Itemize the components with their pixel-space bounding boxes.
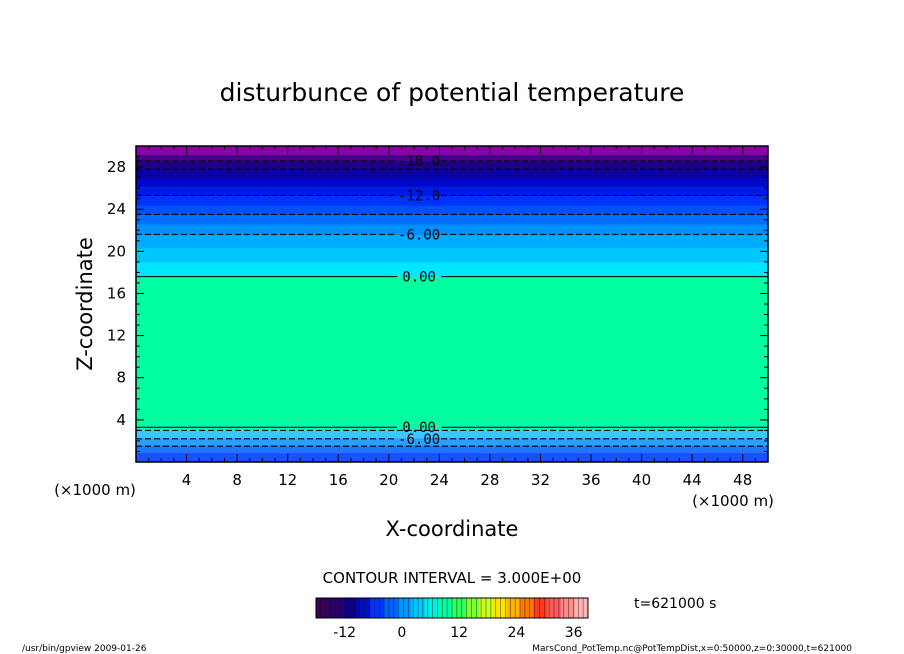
field-band-7	[136, 247, 768, 263]
field-band-15	[136, 169, 768, 179]
y-tick-label-24: 24	[107, 200, 126, 218]
time-label: t=621000 s	[634, 596, 716, 612]
field-band-3	[136, 430, 768, 439]
x-tick-label-16: 16	[329, 471, 348, 489]
y-tick-label-4: 4	[116, 411, 126, 429]
field-band-4	[136, 426, 768, 431]
contour-label-0: -18.0	[398, 154, 440, 170]
x-tick-label-12: 12	[278, 471, 297, 489]
field-band-16	[136, 160, 768, 170]
field-band-5	[136, 276, 768, 427]
x-axis-ticks: 4 8 12 16 20 24 28 32 36 40 44 48	[148, 146, 756, 489]
colorbar-segment-11	[465, 598, 480, 618]
colorbar-ticks: -12 0 12 24 36	[333, 625, 582, 641]
colorbar-segment-15	[520, 598, 534, 618]
x-tick-label-32: 32	[531, 471, 550, 489]
x-tick-label-40: 40	[632, 471, 651, 489]
colorbar-segment-5	[384, 598, 398, 618]
colorbar-segment-18	[560, 598, 575, 618]
field-band-9	[136, 223, 768, 236]
contour-lines	[136, 160, 768, 447]
field-band-1	[136, 445, 768, 454]
temperature-field	[136, 146, 768, 462]
footer-right: MarsCond_PotTemp.nc@PotTempDist,x=0:5000…	[532, 644, 852, 654]
colorbar-segment-8	[424, 598, 439, 618]
colorbar-tick-label-24: 24	[508, 625, 526, 641]
y-tick-label-20: 20	[107, 242, 126, 260]
y-tick-label-8: 8	[116, 369, 126, 387]
contour-label-4: -6.00	[398, 227, 440, 243]
colorbar-segment-6	[397, 598, 412, 618]
x-axis-unit-right: (×1000 m)	[692, 492, 774, 510]
contour-labels: -18.0-12.0-6.000.000.00-6.00	[398, 154, 440, 448]
field-band-8	[136, 234, 768, 248]
colorbar-segment-4	[370, 598, 385, 618]
footer-left: /usr/bin/gpview 2009-01-26	[22, 644, 147, 654]
x-tick-label-8: 8	[232, 471, 242, 489]
field-band-17	[136, 154, 768, 162]
field-band-11	[136, 204, 768, 216]
y-tick-label-16: 16	[107, 284, 126, 302]
chart-title: disturbunce of potential temperature	[220, 78, 685, 107]
field-band-18	[136, 146, 768, 156]
contour-interval-text: CONTOUR INTERVAL = 3.000E+00	[323, 569, 582, 587]
colorbar-tick-label-36: 36	[565, 625, 583, 641]
x-axis-unit-left: (×1000 m)	[54, 481, 136, 499]
x-tick-label-44: 44	[683, 471, 702, 489]
colorbar-frame	[315, 597, 589, 619]
colorbar-tick-label-12: 12	[450, 625, 468, 641]
y-axis-label: Z-coordinate	[73, 237, 97, 371]
x-tick-label-28: 28	[480, 471, 499, 489]
contour-label-8: -6.00	[398, 432, 440, 448]
colorbar-segment-3	[356, 598, 371, 618]
x-axis-label: X-coordinate	[386, 517, 519, 541]
colorbar-segment-10	[452, 598, 466, 618]
y-tick-label-12: 12	[107, 327, 126, 345]
field-band-13	[136, 186, 768, 197]
field-band-12	[136, 195, 768, 206]
colorbar-tick-label--12: -12	[333, 625, 356, 641]
colorbar-segment-16	[533, 598, 548, 618]
colorbar-segment-13	[492, 598, 507, 618]
x-tick-label-24: 24	[430, 471, 449, 489]
contour-label-5: 0.00	[402, 270, 436, 286]
x-tick-label-48: 48	[733, 471, 752, 489]
x-tick-label-36: 36	[581, 471, 600, 489]
x-tick-label-4: 4	[182, 471, 192, 489]
field-band-10	[136, 214, 768, 225]
x-tick-label-20: 20	[379, 471, 398, 489]
colorbar-segment-14	[506, 598, 521, 618]
y-axis-ticks: 4 8 12 16 20 24 28	[107, 156, 768, 452]
field-band-2	[136, 437, 768, 446]
field-band-14	[136, 177, 768, 187]
field-band-0	[136, 452, 768, 462]
colorbar	[316, 598, 589, 618]
colorbar-segment-0	[316, 598, 330, 618]
colorbar-tick-label-0: 0	[397, 625, 406, 641]
colorbar-segment-9	[438, 598, 453, 618]
field-band-6	[136, 261, 768, 278]
y-tick-label-28: 28	[107, 158, 126, 176]
colorbar-segment-19	[574, 598, 589, 618]
contour-label-6: 0.00	[402, 420, 436, 436]
contour-label-2: -12.0	[398, 189, 440, 205]
colorbar-segment-1	[329, 598, 344, 618]
